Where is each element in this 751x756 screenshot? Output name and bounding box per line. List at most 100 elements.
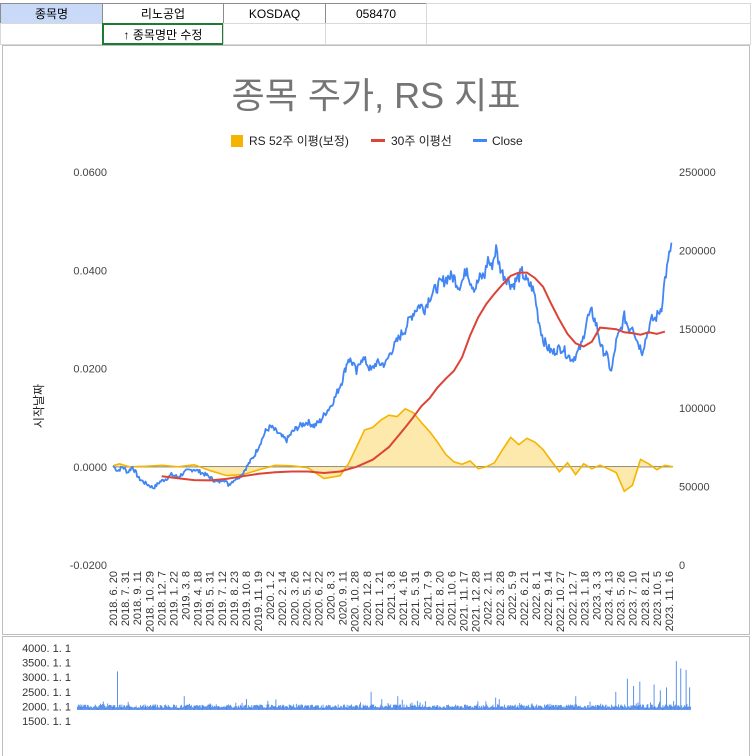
volume-bar bbox=[128, 704, 130, 710]
volume-plot-area: 1500. 1. 1 2000. 1. 1 2500. 1. 1 3000. 1. 1… bbox=[22, 643, 691, 728]
volume-bar bbox=[435, 706, 437, 710]
volume-bar bbox=[565, 705, 567, 710]
volume-bar bbox=[359, 704, 360, 710]
volume-bar bbox=[78, 705, 80, 710]
volume-bar bbox=[218, 706, 220, 710]
volume-bar bbox=[427, 707, 429, 710]
right-axis-tick-label: 200000 bbox=[679, 246, 716, 258]
empty-cell[interactable] bbox=[426, 3, 751, 24]
volume-bar bbox=[181, 704, 182, 710]
x-axis-tick-label: 2020. 6. 22 bbox=[314, 571, 326, 626]
empty-cell[interactable] bbox=[426, 23, 751, 45]
volume-bar bbox=[226, 704, 228, 710]
volume-bar bbox=[561, 707, 563, 710]
volume-bar bbox=[523, 705, 525, 710]
volume-bar bbox=[548, 706, 550, 710]
volume-bar bbox=[349, 705, 351, 710]
empty-cell[interactable] bbox=[0, 23, 103, 45]
stock-name-value: 리노공업 bbox=[140, 7, 186, 21]
volume-bar bbox=[543, 707, 545, 710]
volume-bar bbox=[602, 704, 603, 710]
volume-bar bbox=[268, 704, 270, 710]
volume-bar bbox=[147, 705, 149, 710]
volume-bar bbox=[253, 705, 255, 710]
stock-name-label-cell[interactable]: 종목명 bbox=[0, 3, 103, 24]
volume-bar bbox=[574, 704, 576, 710]
volume-bar bbox=[372, 705, 374, 710]
edit-hint-cell[interactable]: ↑ 종목명만 수정 bbox=[102, 23, 224, 45]
volume-bar bbox=[281, 705, 283, 710]
volume-bar bbox=[162, 707, 164, 710]
volume-bar bbox=[357, 705, 359, 710]
volume-bar bbox=[140, 705, 142, 710]
x-axis-tick-label: 2019. 3. 8 bbox=[181, 571, 193, 620]
volume-bar bbox=[93, 706, 94, 710]
volume-chart[interactable]: 1500. 1. 1 2000. 1. 1 2500. 1. 1 3000. 1. 1… bbox=[2, 636, 750, 756]
volume-bar bbox=[363, 705, 365, 710]
volume-bar bbox=[642, 704, 643, 710]
volume-bar bbox=[561, 705, 562, 710]
volume-bar bbox=[400, 704, 401, 710]
volume-bar bbox=[130, 706, 132, 710]
volume-bar bbox=[86, 704, 88, 710]
volume-bar bbox=[390, 704, 392, 710]
volume-bar bbox=[661, 707, 663, 710]
volume-bar bbox=[168, 706, 170, 710]
market-cell[interactable]: KOSDAQ bbox=[223, 3, 326, 24]
volume-bar bbox=[515, 707, 517, 710]
x-axis-tick-label: 2020. 9. 11 bbox=[338, 571, 350, 625]
volume-bar bbox=[396, 705, 398, 710]
volume-bar bbox=[94, 704, 96, 710]
x-axis-tick-label: 2020. 8. 3 bbox=[326, 571, 338, 620]
volume-axis-tick-label: 4000. 1. 1 bbox=[22, 643, 71, 655]
volume-bar bbox=[529, 707, 531, 710]
volume-bar bbox=[370, 691, 372, 710]
x-axis-tick-label: 2022. 10. 27 bbox=[555, 571, 567, 632]
volume-bar bbox=[350, 705, 352, 710]
main-chart[interactable]: 종목 주가, RS 지표 RS 52주 이평(보정) 30주 이평선 Close… bbox=[2, 45, 750, 635]
empty-cell[interactable] bbox=[325, 23, 427, 45]
volume-bar bbox=[353, 707, 355, 710]
volume-bar bbox=[200, 707, 202, 710]
volume-bar bbox=[496, 707, 498, 710]
volume-bar bbox=[502, 706, 504, 710]
volume-bar bbox=[569, 704, 571, 710]
volume-bar bbox=[616, 706, 618, 710]
volume-bar bbox=[380, 704, 382, 710]
volume-bar bbox=[245, 704, 247, 710]
stock-name-cell[interactable]: 리노공업 bbox=[102, 3, 224, 24]
right-axis-tick-label: 150000 bbox=[679, 324, 716, 336]
volume-bar bbox=[464, 704, 466, 710]
volume-bar bbox=[214, 706, 216, 710]
volume-bar bbox=[351, 704, 352, 710]
volume-bar bbox=[330, 707, 332, 710]
volume-bar bbox=[365, 704, 367, 710]
volume-bar bbox=[469, 706, 471, 710]
x-axis-tick-label: 2022. 5. 9 bbox=[507, 571, 519, 620]
volume-bar bbox=[539, 705, 541, 710]
volume-bar bbox=[332, 706, 334, 710]
volume-bar bbox=[351, 706, 353, 710]
volume-bar bbox=[88, 706, 90, 710]
volume-bar bbox=[311, 704, 312, 710]
volume-bar bbox=[107, 703, 109, 710]
volume-bar bbox=[472, 707, 474, 710]
volume-bar bbox=[170, 707, 172, 710]
empty-cell[interactable] bbox=[223, 23, 326, 45]
volume-bar bbox=[507, 705, 509, 710]
volume-bar bbox=[239, 704, 241, 710]
volume-bar bbox=[480, 705, 482, 710]
volume-bar bbox=[291, 706, 293, 710]
volume-bar bbox=[241, 702, 243, 710]
volume-bar bbox=[526, 705, 528, 710]
volume-bar bbox=[198, 705, 200, 710]
volume-bar bbox=[188, 704, 190, 710]
code-cell[interactable]: 058470 bbox=[325, 3, 427, 24]
volume-bar bbox=[355, 704, 357, 710]
volume-bar bbox=[89, 707, 91, 710]
volume-bar bbox=[119, 704, 121, 710]
volume-bar bbox=[521, 704, 522, 710]
volume-bar bbox=[348, 705, 350, 710]
volume-bar bbox=[132, 707, 134, 710]
volume-bar bbox=[157, 704, 158, 710]
